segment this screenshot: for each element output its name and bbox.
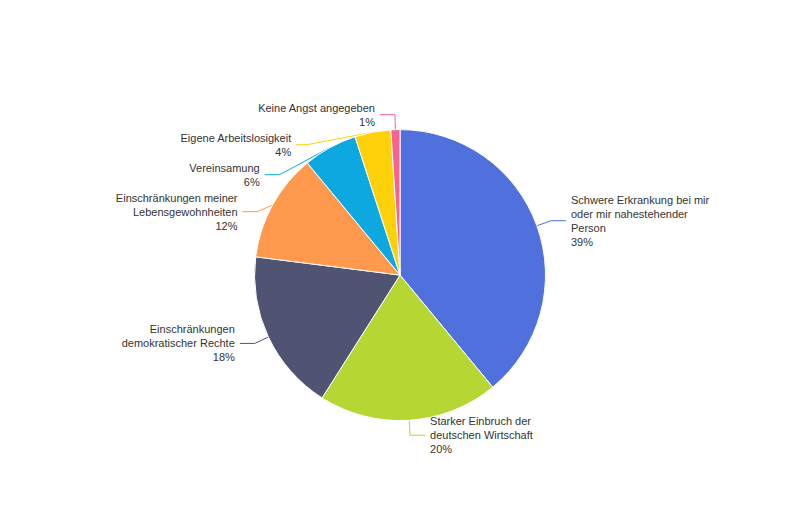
svg-text:Keine Angst angegeben: Keine Angst angegeben (258, 102, 375, 114)
svg-text:18%: 18% (213, 351, 235, 363)
svg-text:Starker Einbruch der: Starker Einbruch der (430, 415, 531, 427)
svg-text:deutschen Wirtschaft: deutschen Wirtschaft (430, 429, 533, 441)
svg-text:Schwere Erkrankung bei mir: Schwere Erkrankung bei mir (571, 194, 710, 206)
svg-text:39%: 39% (571, 236, 593, 248)
svg-text:oder mir nahestehender: oder mir nahestehender (571, 208, 688, 220)
svg-text:12%: 12% (216, 220, 238, 232)
svg-text:Vereinsamung: Vereinsamung (189, 162, 259, 174)
svg-text:1%: 1% (359, 116, 375, 128)
svg-text:Eigene Arbeitslosigkeit: Eigene Arbeitslosigkeit (181, 132, 292, 144)
svg-text:Einschränkungen: Einschränkungen (150, 323, 235, 335)
svg-text:demokratischer Rechte: demokratischer Rechte (122, 337, 235, 349)
svg-text:Lebensgewohnheiten: Lebensgewohnheiten (133, 206, 238, 218)
svg-text:6%: 6% (244, 176, 260, 188)
svg-text:4%: 4% (275, 146, 291, 158)
svg-text:Person: Person (571, 222, 606, 234)
svg-text:20%: 20% (430, 443, 452, 455)
svg-text:Einschränkungen meiner: Einschränkungen meiner (116, 192, 238, 204)
